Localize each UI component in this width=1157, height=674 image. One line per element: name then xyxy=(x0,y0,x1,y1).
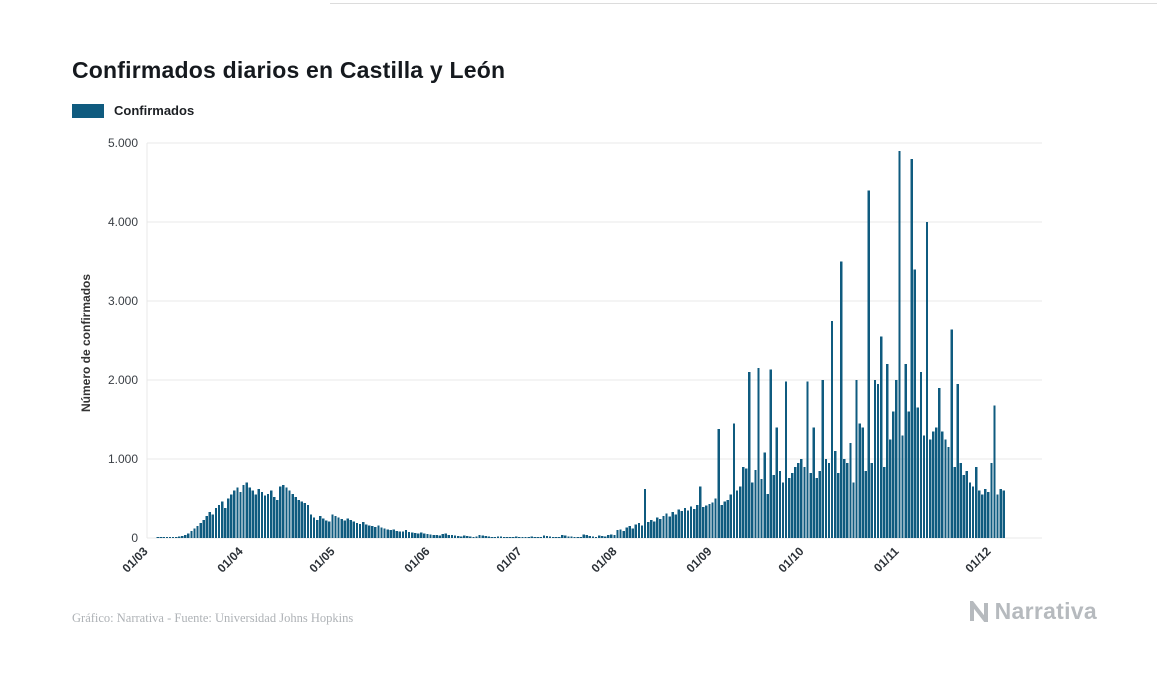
bar-chart: 0 1.000 2.000 3.000 4.000 5.000 01/03 01/04 01/0… xyxy=(108,136,1042,575)
top-divider xyxy=(330,3,1157,4)
svg-text:01/10: 01/10 xyxy=(775,544,806,575)
svg-text:1.000: 1.000 xyxy=(108,452,138,466)
narrativa-brand: Narrativa xyxy=(968,598,1097,625)
svg-text:0: 0 xyxy=(131,531,138,545)
svg-text:01/08: 01/08 xyxy=(588,544,619,575)
svg-text:01/07: 01/07 xyxy=(493,544,524,575)
chart-legend: Confirmados xyxy=(72,103,194,118)
source-credit: Gráfico: Narrativa - Fuente: Universidad… xyxy=(72,611,354,625)
svg-text:01/03: 01/03 xyxy=(120,544,151,575)
chart-area: 0 1.000 2.000 3.000 4.000 5.000 01/03 01/04 01/0… xyxy=(72,128,1062,608)
svg-text:01/09: 01/09 xyxy=(683,544,714,575)
page-title: Confirmados diarios en Castilla y León xyxy=(72,57,506,84)
svg-text:2.000: 2.000 xyxy=(108,373,138,387)
svg-text:5.000: 5.000 xyxy=(108,136,138,150)
svg-text:01/06: 01/06 xyxy=(402,544,433,575)
legend-label: Confirmados xyxy=(114,103,195,118)
svg-text:4.000: 4.000 xyxy=(108,215,138,229)
svg-text:3.000: 3.000 xyxy=(108,294,138,308)
narrativa-logo-icon xyxy=(969,601,988,622)
svg-text:01/11: 01/11 xyxy=(871,544,902,575)
legend-swatch xyxy=(72,103,104,118)
brand-name: Narrativa xyxy=(994,598,1097,624)
svg-text:01/12: 01/12 xyxy=(962,544,993,575)
svg-text:01/05: 01/05 xyxy=(306,544,337,575)
svg-text:01/04: 01/04 xyxy=(215,544,246,575)
